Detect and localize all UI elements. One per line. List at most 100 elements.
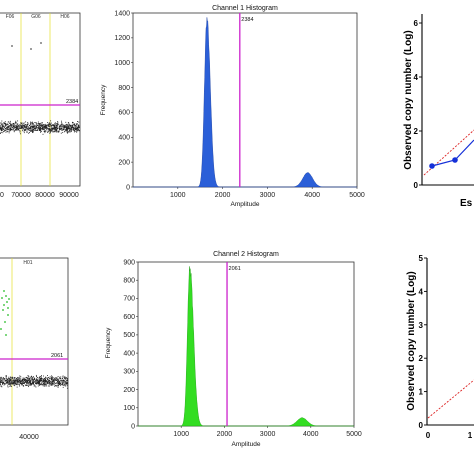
droplet-point	[42, 128, 44, 130]
droplet-point	[35, 379, 37, 381]
y-tick-label: 4	[414, 73, 419, 82]
droplet-point	[44, 380, 46, 382]
droplet-point	[50, 124, 52, 126]
droplet-point	[21, 384, 23, 386]
droplet-point	[2, 129, 4, 131]
droplet-point	[55, 378, 57, 380]
droplet-point	[56, 378, 58, 380]
droplet-point	[4, 121, 6, 123]
droplet-point	[13, 382, 15, 384]
droplet-point	[78, 126, 80, 128]
droplet-point	[25, 381, 27, 383]
droplet-point	[17, 126, 19, 128]
droplet-point	[45, 128, 47, 130]
droplet-point	[15, 380, 17, 382]
droplet-point	[13, 131, 15, 133]
droplet-point	[36, 125, 37, 127]
droplet-point	[59, 382, 61, 384]
droplet-point	[62, 383, 63, 385]
droplet-point	[33, 385, 35, 387]
droplet-point	[40, 131, 42, 133]
droplet-point	[13, 128, 15, 130]
droplet-point	[30, 382, 32, 384]
droplet-point	[41, 125, 43, 127]
droplet-point	[59, 381, 61, 383]
droplet-point	[9, 385, 11, 387]
droplet-point	[46, 382, 48, 384]
droplet-point	[56, 383, 58, 385]
droplet-point	[21, 123, 23, 124]
droplet-point	[43, 125, 45, 127]
droplet-point	[2, 381, 4, 383]
droplet-point	[27, 386, 29, 388]
droplet-point	[51, 381, 53, 383]
droplet-point	[1, 382, 3, 384]
droplet-point	[35, 380, 36, 382]
droplet-point	[3, 290, 5, 292]
droplet-point	[3, 381, 5, 383]
droplet-point	[28, 376, 30, 378]
droplet-point	[9, 127, 11, 129]
droplet-point	[0, 132, 1, 134]
droplet-point	[67, 127, 69, 129]
droplet-point	[66, 123, 68, 125]
droplet-point	[14, 378, 16, 380]
droplet-point	[61, 379, 63, 381]
droplet-point	[43, 124, 45, 126]
y-tick-label: 1200	[114, 35, 130, 42]
droplet-point	[42, 128, 43, 130]
droplet-point	[54, 382, 56, 384]
droplet-point	[17, 380, 19, 382]
droplet-point	[1, 297, 3, 299]
droplet-point	[23, 130, 25, 132]
droplet-point	[54, 383, 56, 385]
droplet-point	[50, 375, 52, 377]
droplet-point	[3, 123, 5, 125]
droplet-point	[42, 380, 44, 382]
x-tick-label: 5000	[349, 192, 365, 199]
droplet-point	[45, 384, 46, 386]
droplet-point	[46, 378, 48, 380]
droplet-point	[15, 126, 17, 128]
droplet-point	[77, 127, 79, 129]
droplet-point	[44, 382, 46, 384]
droplet-point	[40, 42, 42, 44]
droplet-point	[26, 124, 28, 126]
droplet-point	[30, 122, 32, 124]
droplet-point	[40, 127, 42, 129]
droplet-point	[31, 375, 32, 377]
droplet-point	[29, 123, 31, 125]
droplet-point	[55, 129, 57, 130]
droplet-point	[46, 380, 48, 382]
droplet-point	[75, 128, 76, 130]
droplet-point	[74, 124, 76, 126]
y-tick-label: 900	[123, 259, 135, 266]
droplet-point	[76, 123, 77, 125]
droplet-point	[15, 123, 17, 125]
droplet-point	[16, 380, 18, 382]
droplet-point	[20, 124, 22, 126]
droplet-point	[52, 127, 54, 129]
y-axis-label: Observed copy number (Log)	[406, 271, 417, 410]
droplet-point	[39, 128, 41, 130]
droplet-point	[11, 383, 13, 385]
droplet-point	[63, 377, 65, 379]
droplet-point	[52, 128, 54, 130]
droplet-point	[23, 378, 25, 380]
droplet-point	[64, 385, 66, 387]
droplet-point	[51, 129, 53, 131]
droplet-point	[9, 122, 10, 124]
droplet-point	[64, 381, 66, 383]
droplet-point	[8, 128, 10, 130]
droplet-point	[46, 128, 48, 129]
droplet-point	[25, 128, 27, 130]
droplet-point	[36, 383, 38, 384]
droplet-point	[9, 380, 11, 382]
droplet-point	[34, 125, 36, 127]
droplet-point	[70, 126, 72, 128]
droplet-point	[69, 129, 71, 131]
droplet-point	[55, 130, 57, 132]
droplet-point	[40, 375, 42, 377]
droplet-point	[34, 126, 36, 128]
droplet-point	[54, 385, 56, 386]
